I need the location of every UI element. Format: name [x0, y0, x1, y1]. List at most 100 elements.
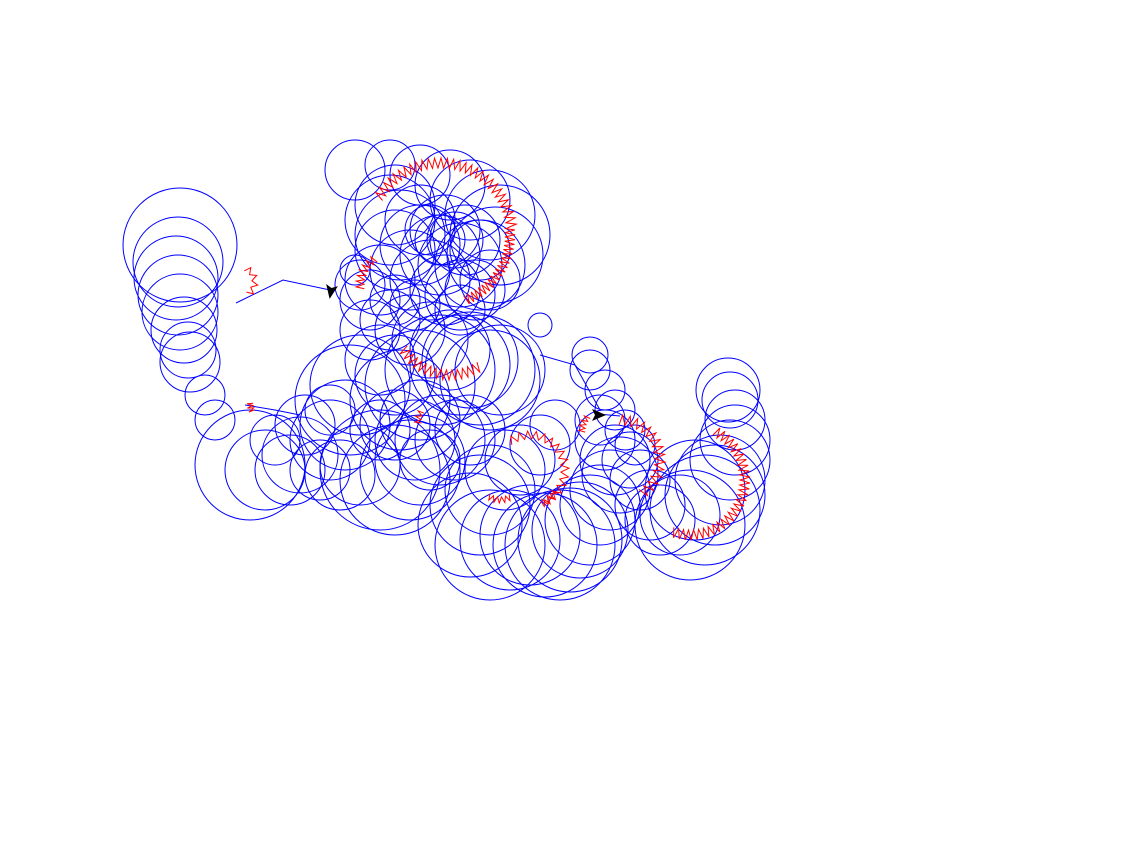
drawn-circle	[614, 469, 686, 541]
zigzag-stroke	[577, 414, 591, 433]
drawn-circle	[639, 474, 721, 556]
drawn-circle	[529, 399, 581, 451]
drawn-circle	[414, 399, 496, 481]
drawn-circle	[369, 274, 421, 326]
drawn-circle	[439, 329, 541, 431]
drawn-circle	[354, 334, 436, 416]
drawn-circle	[459, 249, 521, 311]
turtle-arrow-icon	[326, 284, 338, 299]
drawn-circle	[664, 444, 766, 546]
zigzag-stroke	[510, 429, 571, 506]
drawn-circle	[454, 324, 546, 416]
drawn-circle	[132, 216, 224, 308]
drawn-circle	[122, 187, 238, 303]
drawn-circle	[571, 336, 609, 374]
path-line	[235, 279, 331, 304]
drawn-circle	[424, 259, 496, 331]
zigzag-stroke	[413, 409, 425, 424]
drawn-circle	[359, 389, 431, 461]
zigzag-stroke	[374, 156, 519, 229]
zigzag-stroke	[244, 266, 259, 295]
drawn-circle	[364, 329, 476, 441]
drawn-circle	[349, 399, 411, 461]
drawn-circle	[409, 254, 481, 326]
drawn-circle	[289, 439, 351, 501]
drawn-circle	[137, 254, 219, 336]
drawn-circle	[479, 484, 581, 586]
drawn-circle	[484, 424, 556, 496]
drawn-circle	[689, 419, 771, 501]
drawn-circle	[374, 399, 456, 481]
drawn-circle	[389, 279, 441, 331]
drawn-circle	[274, 394, 336, 456]
drawn-circle	[634, 469, 746, 581]
drawn-circle	[414, 214, 466, 266]
drawn-circle	[304, 439, 376, 511]
drawn-circle	[569, 449, 651, 531]
path-line	[244, 404, 301, 416]
drawn-circle	[579, 424, 651, 496]
drawn-circle	[584, 369, 626, 411]
drawn-circle	[309, 334, 411, 436]
drawn-circle	[704, 389, 766, 451]
drawn-circle	[421, 311, 519, 409]
zigzag-stroke	[618, 413, 667, 497]
drawn-circle	[359, 419, 461, 521]
drawn-circle	[581, 436, 659, 514]
zigzag-stroke	[398, 345, 481, 382]
drawn-circle	[574, 394, 626, 446]
drawn-circle	[344, 324, 416, 396]
drawn-circle	[394, 394, 486, 486]
drawn-circle	[133, 235, 219, 321]
circles-layer	[122, 139, 771, 601]
zigzag-stroke	[540, 489, 559, 508]
drawn-circle	[141, 273, 219, 351]
zigzag-layer	[244, 156, 751, 541]
drawn-circle	[527, 312, 553, 338]
drawn-circle	[391, 301, 469, 379]
zigzag-stroke	[463, 228, 516, 305]
zigzag-stroke	[354, 255, 378, 290]
drawn-circle	[464, 429, 546, 511]
drawn-circle	[434, 489, 546, 601]
drawn-circle	[444, 444, 536, 536]
drawn-circle	[399, 429, 461, 491]
drawn-circle	[184, 374, 226, 416]
drawn-circle	[624, 484, 696, 556]
drawn-circle	[150, 296, 218, 364]
drawn-circle	[509, 414, 571, 476]
zigzag-stroke	[488, 493, 511, 505]
drawn-circle	[304, 384, 356, 436]
zigzag-stroke	[246, 402, 255, 413]
turtle-arrow-icon	[592, 409, 606, 421]
turtle-layer	[326, 284, 606, 421]
drawn-circle	[389, 144, 451, 206]
drawn-circle	[434, 284, 486, 336]
drawn-circle	[695, 357, 761, 423]
drawn-circle	[389, 239, 471, 321]
zigzag-stroke	[673, 427, 751, 541]
drawn-circle	[194, 409, 306, 521]
drawn-circle	[517, 487, 623, 593]
drawn-circle	[354, 189, 446, 281]
drawn-circle	[417, 472, 523, 578]
drawn-circle	[364, 139, 416, 191]
drawn-circle	[449, 184, 551, 286]
drawn-circle	[384, 314, 496, 426]
drawn-circle	[159, 331, 221, 393]
drawn-circle	[294, 344, 406, 456]
drawn-circle	[319, 409, 441, 531]
drawn-circle	[249, 414, 301, 466]
drawn-circle	[194, 399, 236, 441]
drawn-circle	[429, 454, 531, 556]
drawn-circle	[459, 489, 561, 591]
path-line	[539, 354, 601, 411]
drawn-circle	[449, 219, 511, 281]
drawn-circle	[569, 349, 611, 391]
drawn-circle	[339, 254, 371, 286]
drawn-circle	[334, 259, 386, 311]
drawn-circle	[559, 464, 641, 546]
drawn-circle	[159, 321, 217, 379]
